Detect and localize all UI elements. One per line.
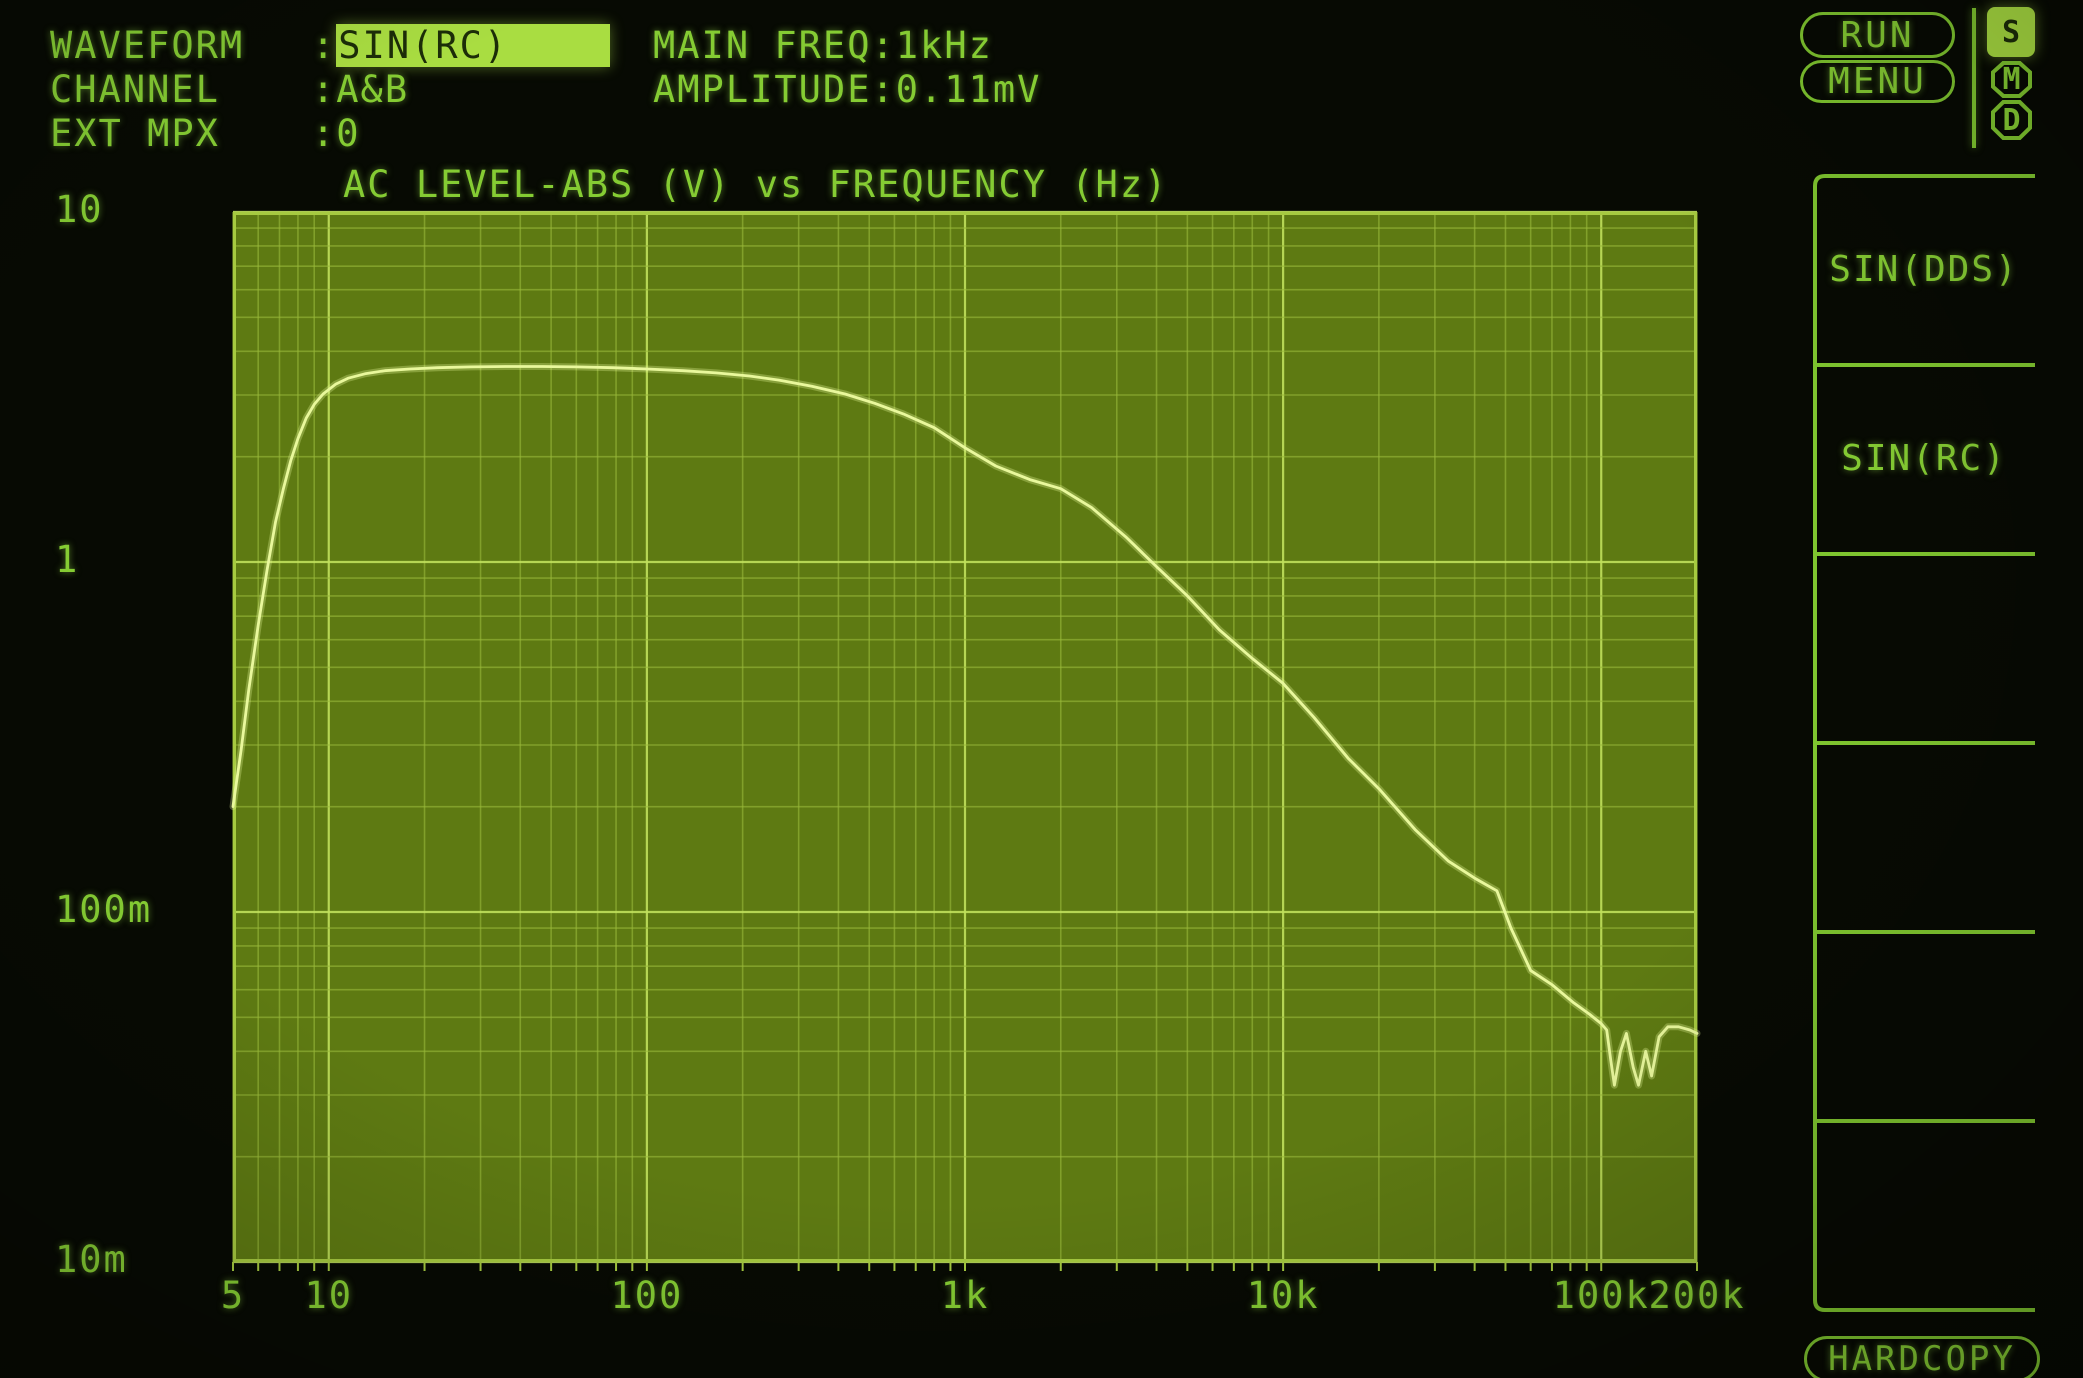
main-freq-label: MAIN FREQ [653, 24, 872, 67]
status-value-channel-wrap: :A&B [312, 68, 409, 111]
mode-badge-sweep: S [1987, 7, 2035, 57]
x-tick-label-5: 5 [220, 1274, 246, 1317]
colon: : [312, 24, 337, 67]
x-tick-label-100: 100 [610, 1274, 684, 1317]
extmpx-value[interactable]: 0 [336, 112, 361, 155]
softkey-empty-3[interactable] [1813, 816, 2035, 860]
colon: : [871, 24, 896, 67]
mode-badge-d: D [1991, 100, 2032, 140]
waveform-label: WAVEFORM [50, 24, 245, 67]
colon: : [312, 112, 337, 155]
softkey-empty-5[interactable] [1813, 1194, 2035, 1238]
y-tick-label-1: 1 [55, 538, 80, 581]
main-freq-value[interactable]: 1kHz [895, 24, 993, 67]
frequency-response-trace [231, 365, 1699, 1087]
status-value-waveform-wrap: :SIN(RC) [312, 24, 611, 67]
colon: : [871, 68, 896, 111]
hardcopy-button[interactable]: HARDCOPY [1804, 1336, 2040, 1378]
x-tick-label-10: 10 [304, 1274, 354, 1317]
status-row-channel: CHANNEL [50, 68, 220, 111]
octagon-inner [1995, 104, 2028, 136]
extmpx-label: EXT MPX [50, 112, 220, 155]
menu-button[interactable]: MENU [1800, 60, 1955, 103]
octagon-inner [1995, 65, 2028, 94]
colon: : [312, 68, 337, 111]
status-row-extmpx: EXT MPX [50, 112, 220, 155]
mode-badge-letter: M [2002, 62, 2021, 97]
plot-border [233, 212, 1697, 1262]
main-freq-row: MAIN FREQ:1kHz [653, 24, 993, 67]
mode-badge-m: M [1991, 61, 2032, 98]
x-tick-label-100k: 100k [1552, 1274, 1650, 1317]
softkey-sin-dds-[interactable]: SIN(DDS) [1829, 248, 2019, 290]
chart-title: AC LEVEL-ABS (V) vs FREQUENCY (Hz) [343, 163, 1169, 206]
softkey-bracket [1813, 174, 2035, 1312]
amplitude-row: AMPLITUDE:0.11mV [653, 68, 1041, 111]
mode-badge-letter: S [2001, 14, 2021, 50]
y-tick-label-100m: 100m [55, 888, 153, 931]
channel-value[interactable]: A&B [336, 68, 410, 111]
y-tick-label-10: 10 [55, 188, 104, 231]
frequency-response-plot [229, 210, 1701, 1271]
status-row-waveform: WAVEFORM [50, 24, 244, 67]
status-value-extmpx-wrap: :0 [312, 112, 361, 155]
mode-badge-letter: D [2002, 102, 2021, 138]
softkey-sin-rc-[interactable]: SIN(RC) [1841, 437, 2007, 479]
run-button[interactable]: RUN [1800, 12, 1955, 58]
x-tick-label-10k: 10k [1246, 1274, 1320, 1317]
y-tick-label-10m: 10m [55, 1238, 128, 1281]
header-separator [1972, 8, 1976, 148]
amplitude-value[interactable]: 0.11mV [895, 68, 1042, 111]
softkey-empty-4[interactable] [1813, 1005, 2035, 1049]
plot-area [229, 210, 1701, 1278]
waveform-value[interactable]: SIN(RC) [336, 24, 611, 67]
x-tick-label-200k: 200k [1648, 1274, 1746, 1317]
softkey-spine [1813, 174, 2035, 1312]
channel-label: CHANNEL [50, 68, 220, 111]
x-tick-label-1k: 1k [940, 1274, 990, 1317]
softkey-empty-2[interactable] [1813, 627, 2035, 671]
amplitude-label: AMPLITUDE [653, 68, 872, 111]
